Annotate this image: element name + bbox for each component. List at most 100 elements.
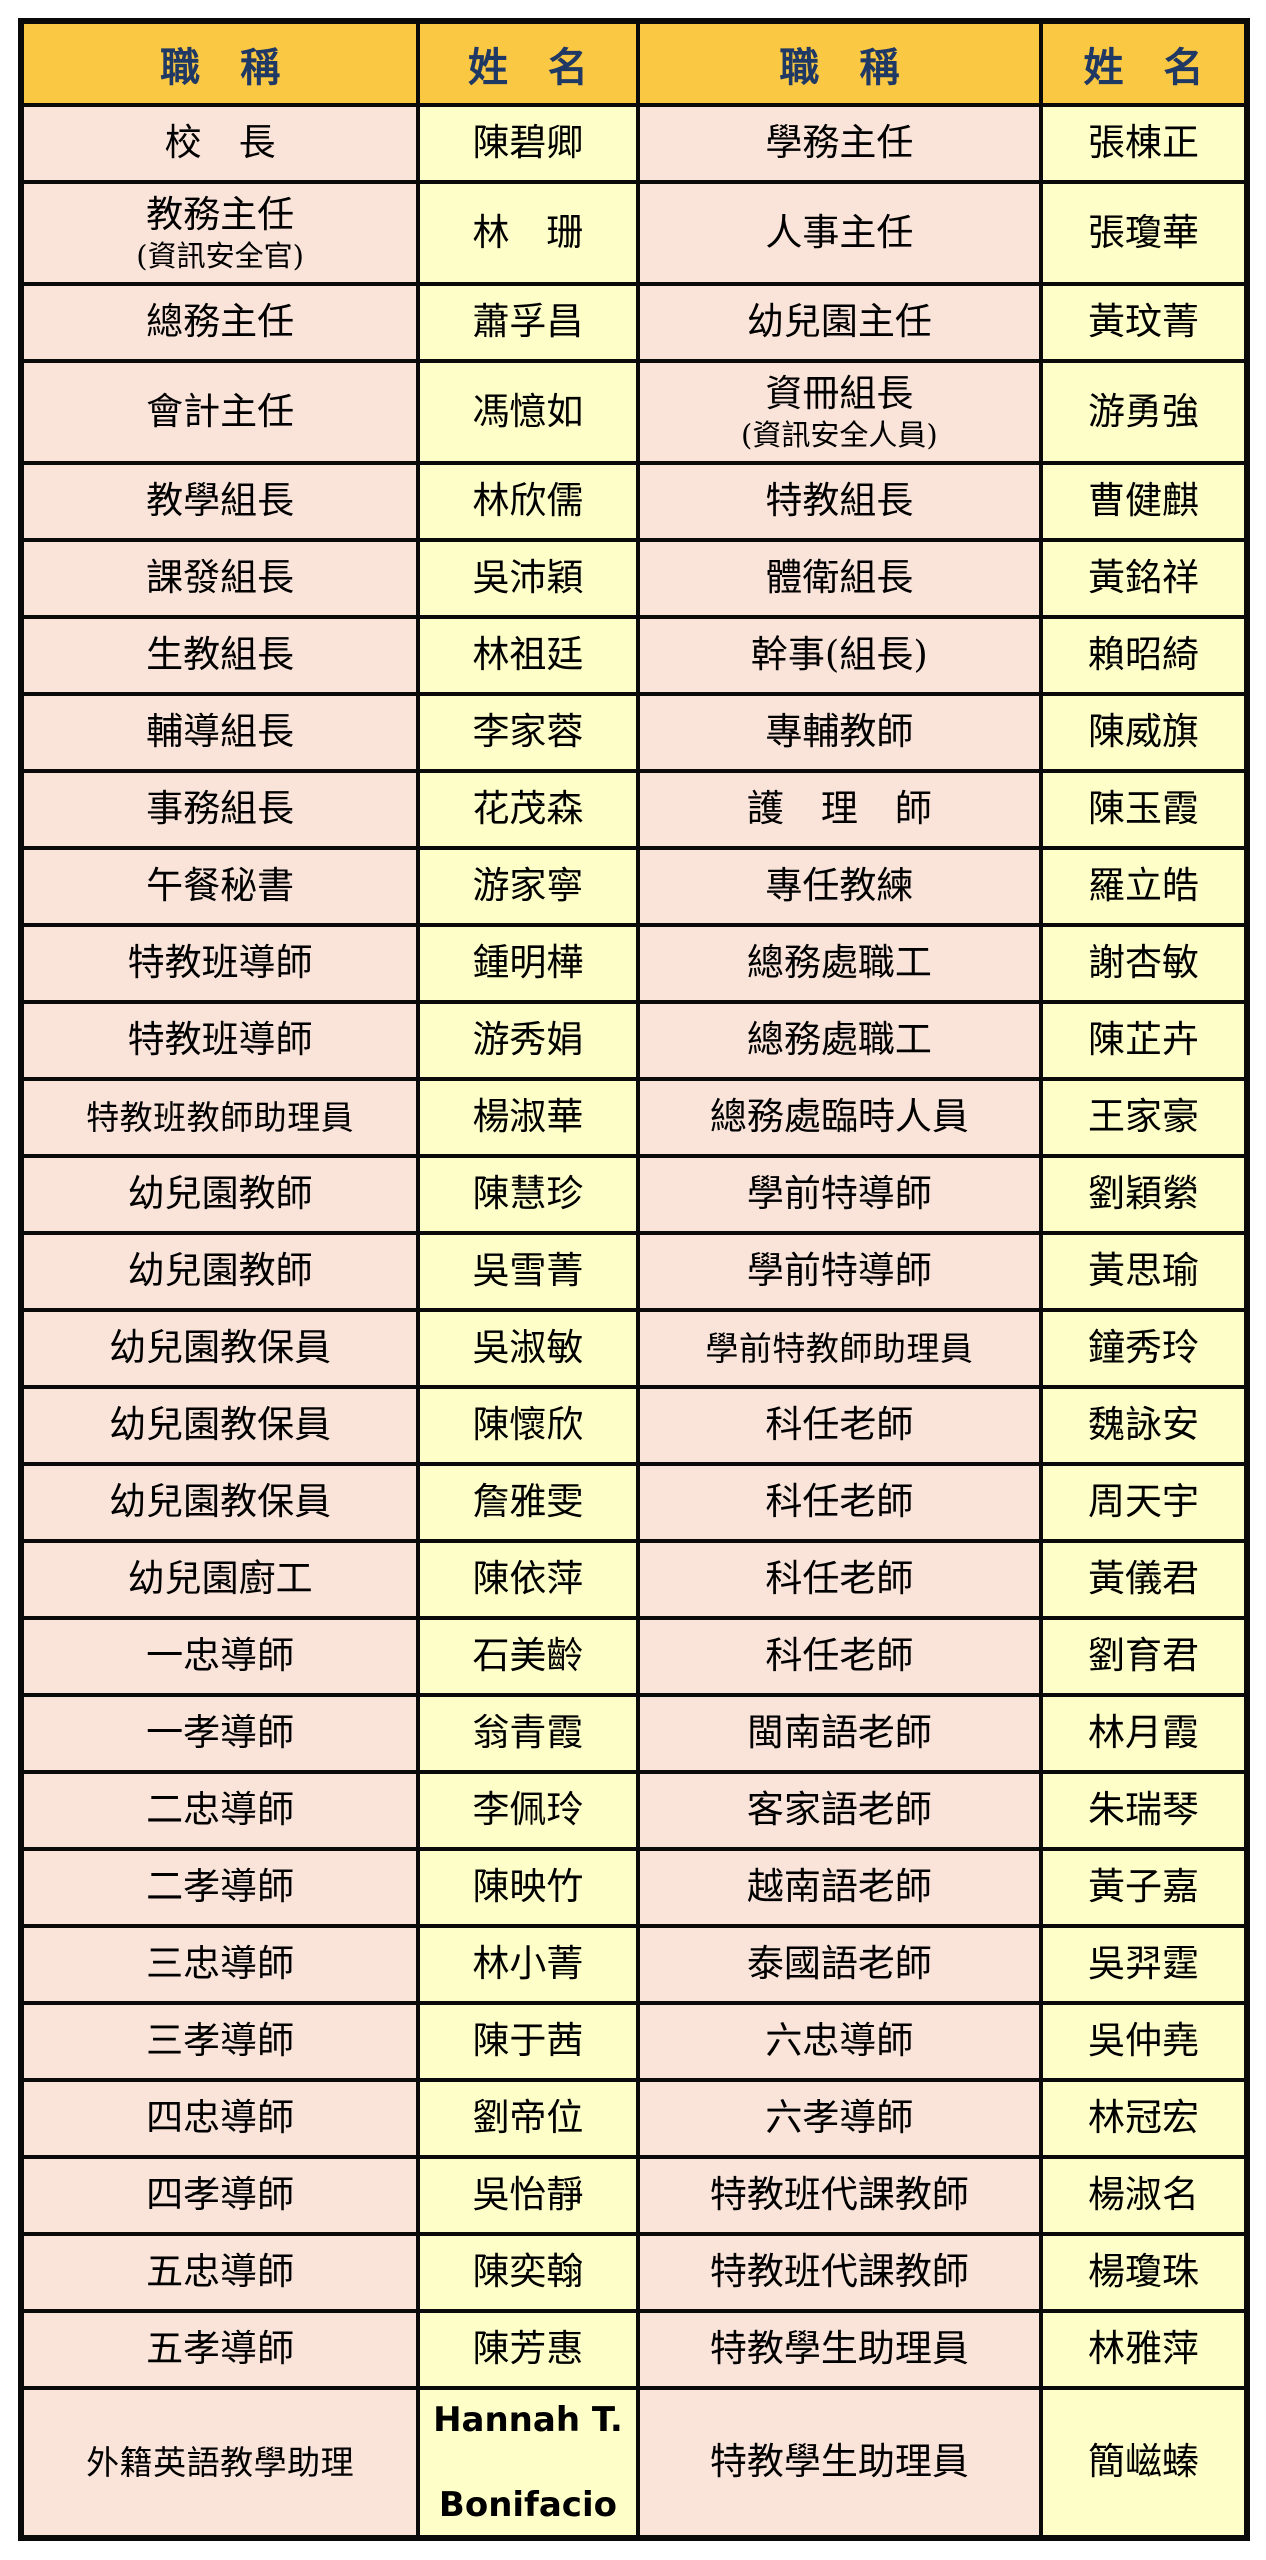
cell-text: 陳奕翰 [472, 2250, 584, 2294]
name-cell: 黃思瑜 [1039, 1231, 1249, 1312]
cell-text: 幼兒園主任 [746, 300, 932, 344]
title-cell: 幼兒園教師 [18, 1231, 421, 1312]
table-row: 五孝導師 陳芳惠 特教學生助理員 林雅萍 [18, 2309, 1249, 2390]
cell-text: 朱瑞琴 [1088, 1788, 1199, 1832]
cell-text: 謝杏敏 [1088, 941, 1199, 985]
title-cell: 幼兒園主任 [635, 282, 1044, 363]
cell-text: 學務主任 [765, 121, 914, 165]
cell-text: 陳芳惠 [472, 2327, 584, 2371]
name-cell: 陳慧珍 [416, 1154, 640, 1235]
title-cell: 六孝導師 [635, 2078, 1044, 2159]
name-cell: 楊淑名 [1039, 2155, 1249, 2236]
table-row: 課發組長 吳沛穎 體衛組長 黃銘祥 [18, 538, 1249, 619]
title-cell: 課發組長 [18, 538, 421, 619]
cell-text: 魏詠安 [1088, 1403, 1199, 1447]
cell-text: 吳羿霆 [1088, 1942, 1199, 1986]
title-cell: 特教班教師助理員 [18, 1077, 421, 1158]
name-cell: 林月霞 [1039, 1693, 1249, 1774]
table-row: 幼兒園教保員 陳懷欣 科任老師 魏詠安 [18, 1385, 1249, 1466]
title-cell: 幼兒園廚工 [18, 1539, 421, 1620]
cell-text: 專任教練 [765, 864, 914, 908]
cell-text: 黃思瑜 [1088, 1249, 1199, 1293]
cell-text: 林月霞 [1088, 1711, 1199, 1755]
title-cell: 總務處臨時人員 [635, 1077, 1044, 1158]
name-cell: 林冠宏 [1039, 2078, 1249, 2159]
name-cell: 李佩玲 [416, 1770, 640, 1851]
title-cell: 學前特導師 [635, 1231, 1044, 1312]
title-cell: 泰國語老師 [635, 1924, 1044, 2005]
title-cell: 幼兒園教師 [18, 1154, 421, 1235]
cell-text: 幹事(組長) [750, 633, 928, 677]
name-cell: 黃玟菁 [1039, 282, 1249, 363]
table-row: 總務主任 蕭孚昌 幼兒園主任 黃玟菁 [18, 282, 1249, 363]
cell-text: 五忠導師 [146, 2250, 295, 2294]
cell-text: 羅立皓 [1088, 864, 1199, 908]
table-row: 三忠導師 林小菁 泰國語老師 吳羿霆 [18, 1924, 1249, 2005]
title-cell: 護 理 師 [635, 769, 1044, 850]
cell-text: 吳沛穎 [472, 556, 584, 600]
cell-text: 李佩玲 [472, 1788, 584, 1832]
cell-text: 閩南語老師 [746, 1711, 932, 1755]
title-cell: 幼兒園教保員 [18, 1308, 421, 1389]
name-cell: 吳雪菁 [416, 1231, 640, 1312]
cell-text: 幼兒園教保員 [109, 1326, 332, 1370]
column-header: 姓 名 [416, 19, 640, 107]
cell-text: 簡嵫螓 [1088, 2440, 1199, 2484]
table-row: 教學組長 林欣儒 特教組長 曹健麒 [18, 461, 1249, 542]
name-cell: Hannah T. Bonifacio [416, 2386, 640, 2540]
cell-text: 游秀娟 [472, 1018, 584, 1062]
cell-text: (資訊安全人員) [741, 418, 938, 452]
cell-text: 專輔教師 [765, 710, 914, 754]
title-cell: 校 長 [18, 103, 421, 184]
name-cell: 林欣儒 [416, 461, 640, 542]
cell-text: 課發組長 [146, 556, 295, 600]
title-cell: 體衛組長 [635, 538, 1044, 619]
name-cell: 周天宇 [1039, 1462, 1249, 1543]
cell-text: 楊瓊珠 [1088, 2250, 1199, 2294]
cell-text: 吳仲堯 [1088, 2019, 1199, 2063]
title-cell: 午餐秘書 [18, 846, 421, 927]
name-cell: 石美齡 [416, 1616, 640, 1697]
cell-text: 特教班代課教師 [709, 2250, 969, 2294]
name-cell: 羅立皓 [1039, 846, 1249, 927]
column-header: 職 稱 [635, 19, 1044, 107]
cell-text: 護 理 師 [746, 787, 932, 831]
cell-text: 總務處臨時人員 [709, 1095, 969, 1139]
name-cell: 吳淑敏 [416, 1308, 640, 1389]
title-cell: 客家語老師 [635, 1770, 1044, 1851]
title-cell: 總務處職工 [635, 923, 1044, 1004]
title-cell: 幼兒園教保員 [18, 1462, 421, 1543]
cell-text: 陳依萍 [472, 1557, 584, 1601]
cell-text: 生教組長 [146, 633, 295, 677]
cell-text: 林祖廷 [472, 633, 584, 677]
cell-text: 科任老師 [765, 1634, 914, 1678]
title-cell: 五忠導師 [18, 2232, 421, 2313]
title-cell: 三忠導師 [18, 1924, 421, 2005]
name-cell: 陳芷卉 [1039, 1000, 1249, 1081]
name-cell: 吳沛穎 [416, 538, 640, 619]
cell-text: 事務組長 [146, 787, 295, 831]
title-cell: 總務處職工 [635, 1000, 1044, 1081]
cell-text: 六孝導師 [765, 2096, 914, 2140]
cell-text: 陳映竹 [472, 1865, 584, 1909]
title-cell: 四忠導師 [18, 2078, 421, 2159]
title-cell: 人事主任 [635, 180, 1044, 286]
title-cell: 四孝導師 [18, 2155, 421, 2236]
cell-text: 幼兒園教保員 [109, 1403, 332, 1447]
cell-text: 資冊組長 [765, 371, 914, 415]
cell-text: 輔導組長 [146, 710, 295, 754]
cell-text: 楊淑名 [1088, 2173, 1199, 2217]
name-cell: 黃銘祥 [1039, 538, 1249, 619]
title-cell: 資冊組長 (資訊安全人員) [635, 359, 1044, 465]
table-row: 一孝導師 翁青霞 閩南語老師 林月霞 [18, 1693, 1249, 1774]
cell-text: 劉穎縈 [1088, 1172, 1199, 1216]
table-row: 輔導組長 李家蓉 專輔教師 陳威旗 [18, 692, 1249, 773]
cell-text: 幼兒園教師 [127, 1249, 313, 1293]
cell-text: 花茂森 [472, 787, 584, 831]
name-cell: 鐘秀玲 [1039, 1308, 1249, 1389]
name-cell: 劉帝位 [416, 2078, 640, 2159]
title-cell: 一忠導師 [18, 1616, 421, 1697]
cell-text: 科任老師 [765, 1403, 914, 1447]
name-cell: 游秀娟 [416, 1000, 640, 1081]
cell-text: 林欣儒 [472, 479, 584, 523]
